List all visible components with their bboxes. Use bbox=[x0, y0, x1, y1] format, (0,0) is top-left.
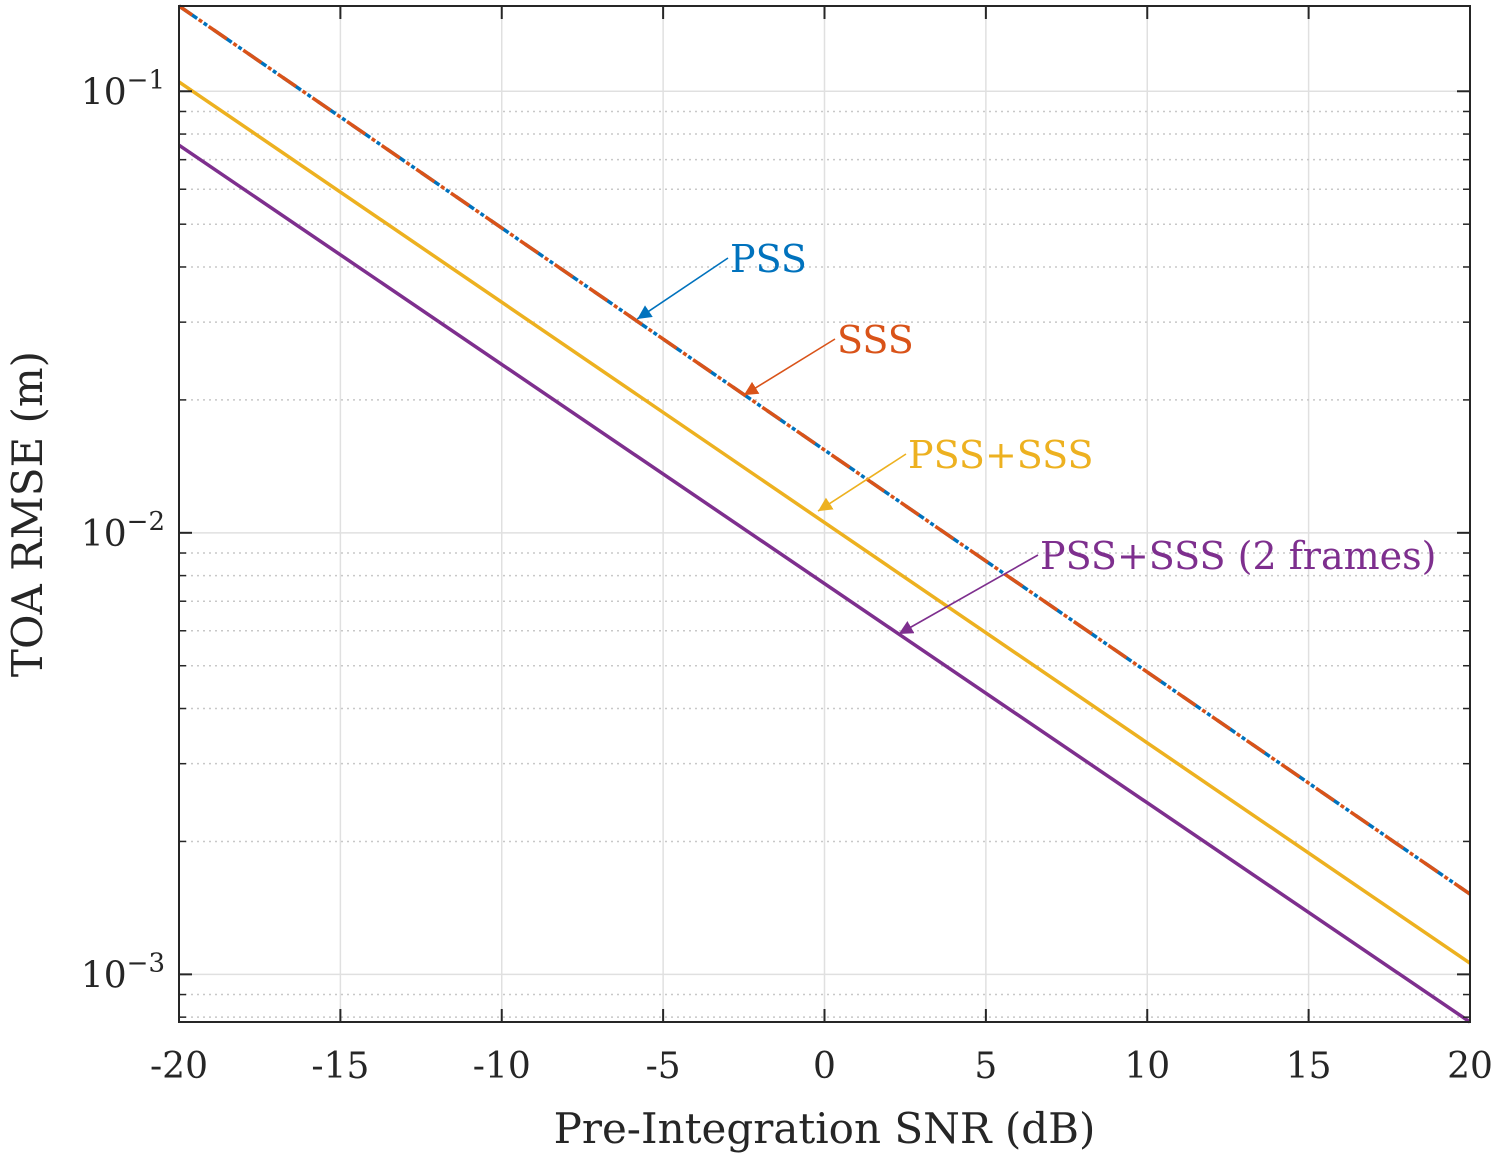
y-tick-label: 10−1 bbox=[81, 65, 165, 113]
x-tick-label: -5 bbox=[646, 1046, 681, 1087]
annotation-label-pss-sss-2-frames: PSS+SSS (2 frames) bbox=[1040, 534, 1436, 578]
x-tick-label: -20 bbox=[150, 1046, 208, 1087]
y-tick-exponent: −3 bbox=[127, 948, 165, 978]
x-tick-label: 10 bbox=[1124, 1046, 1170, 1087]
annotation-arrow-sss bbox=[743, 338, 836, 396]
series-line-sss bbox=[178, 4, 1471, 896]
series-line-pss-sss-2-frames bbox=[178, 143, 1471, 1024]
x-tick-label: 15 bbox=[1286, 1046, 1332, 1087]
y-tick-exponent: −2 bbox=[127, 507, 165, 537]
x-tick-label: 5 bbox=[974, 1046, 997, 1087]
annotation-label-pss-sss: PSS+SSS bbox=[908, 433, 1094, 477]
y-tick-base: 10 bbox=[81, 72, 127, 113]
y-tick-label: 10−2 bbox=[81, 507, 165, 555]
x-tick-label: -10 bbox=[473, 1046, 531, 1087]
x-tick-label: 20 bbox=[1447, 1046, 1493, 1087]
x-axis-label: Pre-Integration SNR (dB) bbox=[554, 1104, 1096, 1153]
annotations: PSS SSS PSS+SSS PSS+SSS (2 frames) bbox=[636, 237, 1436, 635]
y-tick-base: 10 bbox=[81, 514, 127, 555]
series-group bbox=[178, 4, 1471, 1024]
x-tick-label: 0 bbox=[813, 1046, 836, 1087]
annotation-arrow-pss bbox=[636, 257, 729, 320]
series-line-pss-sss bbox=[178, 80, 1471, 965]
annotation-arrow-pss-sss bbox=[817, 453, 907, 512]
y-tick-base: 10 bbox=[81, 955, 127, 996]
annotation-label-pss: PSS bbox=[730, 237, 807, 281]
y-axis-label: TOA RMSE (m) bbox=[3, 351, 52, 677]
y-tick-label: 10−3 bbox=[81, 948, 165, 996]
grid bbox=[179, 6, 1470, 1022]
annotation-arrow-pss-sss-2-frames bbox=[898, 554, 1039, 635]
x-tick-label: -15 bbox=[311, 1046, 369, 1087]
annotation-label-sss: SSS bbox=[837, 318, 914, 362]
y-tick-exponent: −1 bbox=[127, 65, 165, 95]
